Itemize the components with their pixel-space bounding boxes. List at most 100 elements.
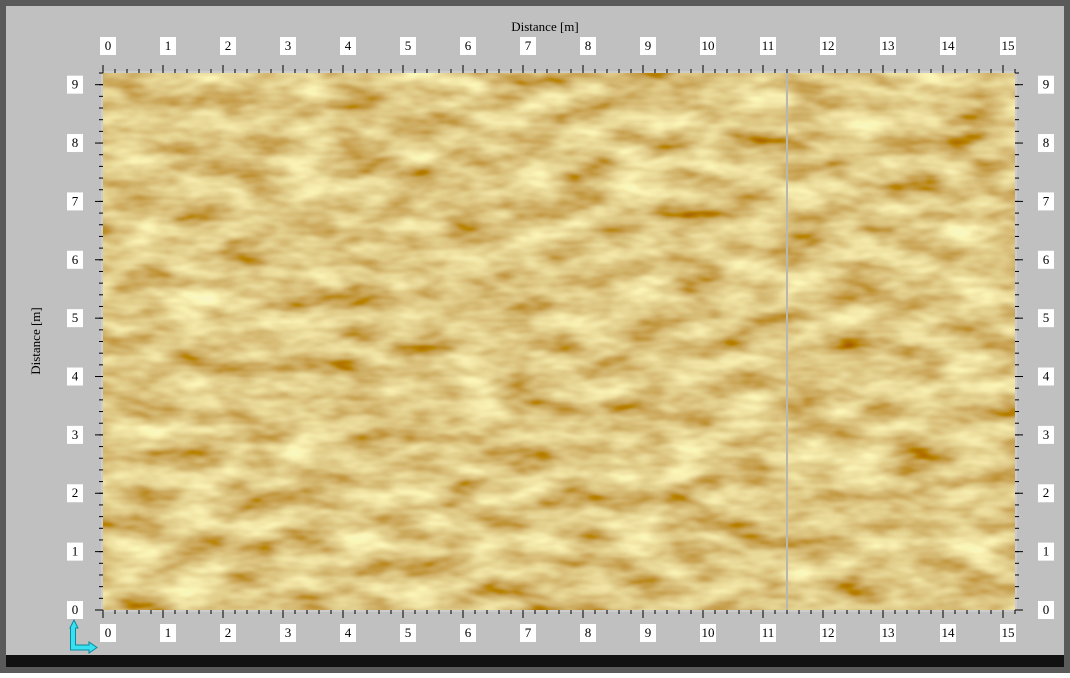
tick-label-box <box>460 37 476 55</box>
tick-label-box <box>67 425 83 444</box>
tick-label-box <box>67 192 83 211</box>
tick-label: 0 <box>105 38 112 53</box>
tick-label: 4 <box>72 369 79 384</box>
x-axis-title: Distance [m] <box>511 19 579 34</box>
tick-label: 0 <box>1043 602 1050 617</box>
tick-label-box <box>880 37 896 55</box>
tick-label-box <box>340 624 356 642</box>
tick-label-box <box>67 367 83 386</box>
tick-label: 2 <box>225 38 232 53</box>
tick-label: 4 <box>345 38 352 53</box>
tick-label: 9 <box>72 77 79 92</box>
tick-label: 7 <box>525 38 532 53</box>
tick-label: 11 <box>762 625 775 640</box>
tick-label-box <box>400 624 416 642</box>
tick-label: 12 <box>822 625 835 640</box>
tick-label-box <box>940 37 956 55</box>
tick-label-box <box>340 37 356 55</box>
tick-label: 3 <box>72 427 79 442</box>
tick-label-box <box>760 37 776 55</box>
tick-label-box <box>67 542 83 561</box>
tick-label: 15 <box>1002 38 1015 53</box>
tick-label: 15 <box>1002 625 1015 640</box>
tick-label: 10 <box>702 38 715 53</box>
tick-label: 1 <box>72 544 79 559</box>
tick-label-box <box>67 309 83 328</box>
tick-label-box <box>1038 367 1054 386</box>
tick-label: 10 <box>702 625 715 640</box>
tick-label-box <box>1038 250 1054 269</box>
tick-label: 4 <box>345 625 352 640</box>
tick-label-box <box>520 624 536 642</box>
tick-label-box <box>1038 425 1054 444</box>
tick-label-box <box>1000 37 1016 55</box>
tick-label-box <box>100 624 116 642</box>
tick-label: 4 <box>1043 369 1050 384</box>
tick-label-box <box>460 624 476 642</box>
tick-label-box <box>1038 542 1054 561</box>
tick-label-box <box>280 624 296 642</box>
tick-label-box <box>880 624 896 642</box>
tick-label: 13 <box>882 625 895 640</box>
bottom-band <box>6 655 1064 667</box>
tick-label-box <box>640 37 656 55</box>
tick-label: 6 <box>465 38 472 53</box>
tick-label: 5 <box>72 310 79 325</box>
tick-label: 0 <box>72 602 79 617</box>
tick-label: 2 <box>225 625 232 640</box>
tick-label: 8 <box>72 135 79 150</box>
tick-label: 13 <box>882 38 895 53</box>
tick-label-box <box>580 37 596 55</box>
tick-label-box <box>67 134 83 153</box>
tick-label: 1 <box>1043 544 1050 559</box>
tick-label: 5 <box>1043 310 1050 325</box>
tick-label: 9 <box>645 625 652 640</box>
tick-label: 11 <box>762 38 775 53</box>
tick-label: 14 <box>942 38 956 53</box>
tick-label-box <box>1038 134 1054 153</box>
tick-label-box <box>700 624 716 642</box>
tick-label: 7 <box>1043 193 1050 208</box>
tick-label: 7 <box>525 625 532 640</box>
tick-label-box <box>1038 309 1054 328</box>
tick-label-box <box>580 624 596 642</box>
tick-label: 3 <box>285 38 292 53</box>
tick-label: 6 <box>465 625 472 640</box>
tick-label-box <box>160 37 176 55</box>
tick-label-box <box>820 624 836 642</box>
tick-label-box <box>820 37 836 55</box>
tick-label: 6 <box>1043 252 1050 267</box>
tick-label-box <box>520 37 536 55</box>
tick-label-box <box>1038 192 1054 211</box>
tick-label: 2 <box>1043 485 1050 500</box>
tick-label-box <box>280 37 296 55</box>
tick-label-box <box>100 37 116 55</box>
y-axis-title: Distance [m] <box>28 307 43 375</box>
tick-label-box <box>1038 75 1054 94</box>
tick-label-box <box>1038 484 1054 503</box>
tick-label-box <box>1038 601 1054 619</box>
tick-label-box <box>67 250 83 269</box>
tick-label: 5 <box>405 625 412 640</box>
tick-label: 8 <box>1043 135 1050 150</box>
tick-label: 9 <box>1043 77 1050 92</box>
tick-label: 9 <box>645 38 652 53</box>
tick-label-box <box>640 624 656 642</box>
tick-label: 6 <box>72 252 79 267</box>
tick-label: 14 <box>942 625 956 640</box>
tick-label-box <box>220 624 236 642</box>
tick-label: 3 <box>1043 427 1050 442</box>
tick-label: 7 <box>72 193 79 208</box>
tick-label-box <box>940 624 956 642</box>
tick-label-box <box>1000 624 1016 642</box>
tick-label-box <box>400 37 416 55</box>
tick-label: 5 <box>405 38 412 53</box>
tick-label: 12 <box>822 38 835 53</box>
tick-label-box <box>220 37 236 55</box>
tick-label: 2 <box>72 485 79 500</box>
tick-label: 1 <box>165 625 172 640</box>
tick-label-box <box>67 75 83 94</box>
tick-label: 8 <box>585 38 592 53</box>
tick-label-box <box>67 484 83 503</box>
